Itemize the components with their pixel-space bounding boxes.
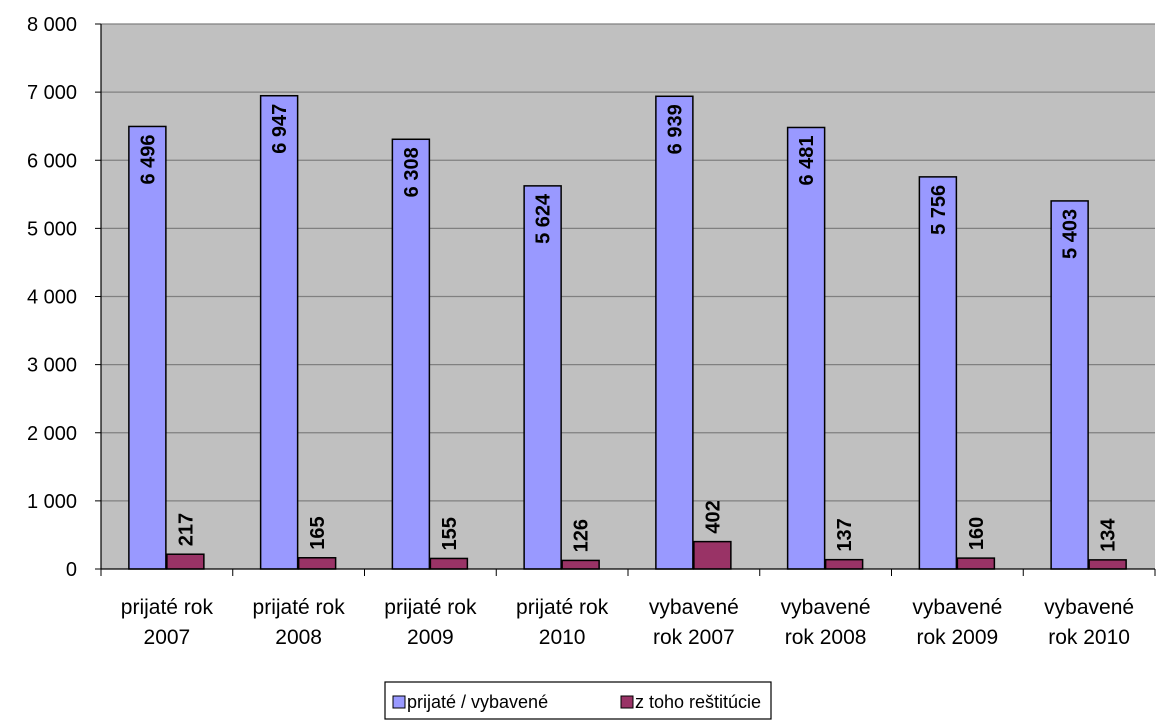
y-axis-tick-labels: 0 1 000 2 000 3 000 4 000 5 000 6 000 7 000 8 00…	[27, 14, 101, 581]
bar-restitucie	[824, 558, 864, 570]
x-category-label: prijaté rok	[384, 596, 477, 619]
legend-swatch-prijate-vybavene	[392, 695, 406, 709]
legend: prijaté / vybavené z toho reštitúcie	[384, 681, 772, 720]
bar-restitucie	[297, 557, 337, 570]
data-label: 5 756	[928, 185, 950, 235]
bar-restitucie	[1088, 559, 1127, 570]
legend-box	[384, 681, 772, 720]
y-tick-label: 6 000	[27, 150, 77, 172]
bar-prijate-vybavene	[391, 138, 431, 570]
legend-swatch-restitucie	[620, 695, 634, 709]
data-label: 155	[439, 517, 461, 550]
legend-label: z toho reštitúcie	[635, 692, 761, 712]
x-category-label: prijaté rok	[253, 596, 346, 619]
y-tick-label: 1 000	[27, 491, 77, 513]
bar-restitucie	[429, 557, 469, 570]
x-category-label: vybavené	[781, 596, 871, 619]
bar-prijate-vybavene	[128, 125, 167, 570]
bar-prijate-vybavene	[655, 95, 694, 570]
data-label: 165	[307, 516, 329, 549]
x-category-label: vybavené	[912, 596, 1002, 619]
data-label: 6 308	[401, 147, 423, 197]
data-label: 134	[1098, 518, 1120, 552]
y-tick-label: 5 000	[27, 218, 77, 240]
bar-restitucie	[561, 559, 600, 570]
y-tick-label: 2 000	[27, 423, 77, 445]
data-label: 5 624	[533, 193, 555, 244]
data-label: 6 939	[664, 104, 686, 154]
data-label: 137	[834, 518, 856, 551]
data-label: 5 403	[1060, 209, 1082, 259]
bar-prijate-vybavene	[523, 185, 562, 570]
bar-restitucie	[166, 553, 205, 570]
data-label: 402	[702, 500, 724, 533]
x-axis-category-labels: prijaté rok 2007 prijaté rok 2008 prijaté ro…	[121, 596, 1134, 649]
bars: 6 496 217 6 947 165 6 308 155 5 624 126 6 939 402…	[128, 94, 1127, 570]
y-tick-label: 3 000	[27, 355, 77, 377]
x-category-label: vybavené	[649, 596, 739, 619]
x-category-label: vybavené	[1044, 596, 1134, 619]
axes	[100, 24, 1156, 576]
y-tick-label: 4 000	[27, 287, 77, 309]
x-category-label: 2010	[539, 626, 586, 649]
x-category-label: rok 2009	[917, 626, 999, 649]
y-tick-label: 7 000	[27, 82, 77, 104]
x-category-label: rok 2008	[785, 626, 867, 649]
data-label: 160	[966, 517, 988, 550]
x-category-label: 2009	[407, 626, 454, 649]
bar-prijate-vybavene	[259, 94, 299, 570]
data-label: 6 947	[269, 104, 291, 154]
y-tick-label: 8 000	[27, 14, 77, 36]
bar-restitucie	[693, 540, 732, 570]
x-category-label: prijaté rok	[121, 596, 214, 619]
x-category-label: prijaté rok	[516, 596, 609, 619]
x-category-label: rok 2010	[1048, 626, 1130, 649]
data-label: 6 481	[796, 135, 818, 185]
legend-label: prijaté / vybavené	[407, 692, 548, 712]
x-category-label: 2007	[144, 626, 191, 649]
bar-prijate-vybavene	[786, 126, 826, 570]
data-label: 217	[175, 513, 197, 546]
data-label: 6 496	[137, 134, 159, 184]
y-tick-label: 0	[66, 559, 77, 581]
x-category-label: 2008	[275, 626, 322, 649]
x-category-label: rok 2007	[653, 626, 735, 649]
data-label: 126	[571, 519, 593, 552]
bar-restitucie	[956, 557, 996, 570]
